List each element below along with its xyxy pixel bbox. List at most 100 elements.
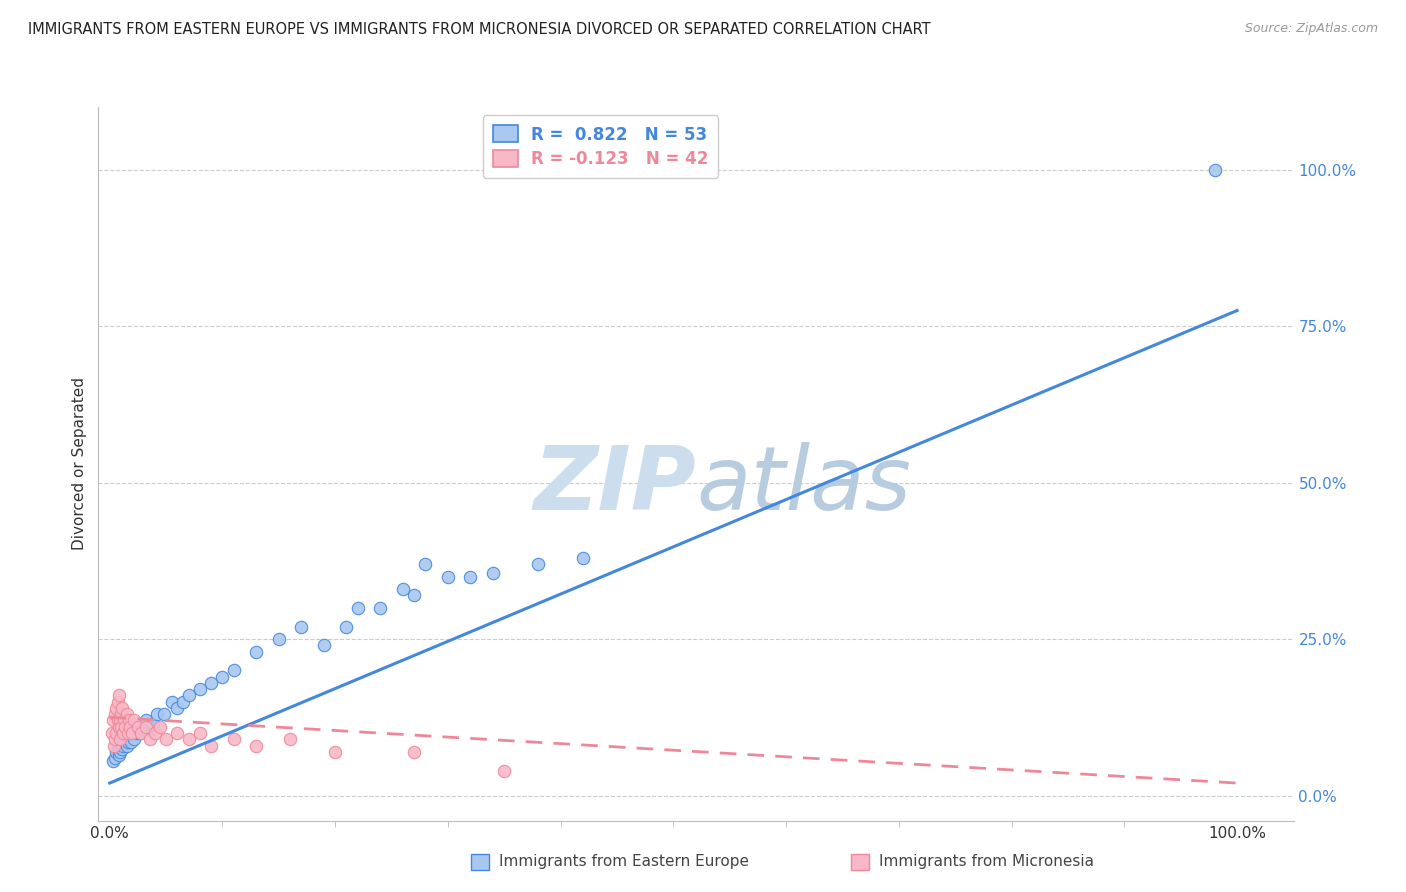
Point: [117, 735, 139, 749]
Point: [143, 726, 166, 740]
Point: [132, 723, 155, 737]
Point: [135, 720, 157, 734]
Point: [124, 732, 146, 747]
Point: [166, 726, 188, 740]
Text: Source: ZipAtlas.com: Source: ZipAtlas.com: [1244, 22, 1378, 36]
Point: [118, 720, 141, 734]
Point: [118, 729, 141, 743]
Point: [245, 645, 267, 659]
Point: [482, 566, 505, 581]
Point: [166, 701, 188, 715]
Point: [110, 732, 132, 747]
Point: [114, 732, 136, 747]
Point: [125, 726, 148, 740]
Text: ZIP: ZIP: [533, 442, 696, 529]
Point: [118, 714, 141, 728]
Point: [108, 714, 131, 728]
Point: [177, 689, 200, 703]
Point: [118, 732, 141, 747]
Point: [107, 714, 129, 728]
Point: [460, 569, 482, 583]
Point: [107, 739, 129, 753]
Point: [222, 664, 245, 678]
Point: [572, 550, 595, 565]
Point: [188, 726, 211, 740]
Y-axis label: Divorced or Separated: Divorced or Separated: [72, 377, 87, 550]
Point: [172, 695, 194, 709]
Point: [149, 720, 172, 734]
Point: [415, 557, 437, 571]
Point: [136, 720, 159, 734]
Point: [112, 726, 135, 740]
Point: [153, 707, 176, 722]
Point: [121, 726, 143, 740]
Point: [437, 569, 460, 583]
Point: [110, 739, 132, 753]
Point: [107, 747, 129, 762]
Text: atlas: atlas: [696, 442, 911, 528]
Point: [127, 720, 149, 734]
Text: Immigrants from Micronesia: Immigrants from Micronesia: [879, 855, 1094, 869]
Point: [117, 726, 139, 740]
Point: [108, 745, 131, 759]
Point: [101, 714, 124, 728]
Point: [135, 714, 157, 728]
Text: IMMIGRANTS FROM EASTERN EUROPE VS IMMIGRANTS FROM MICRONESIA DIVORCED OR SEPARAT: IMMIGRANTS FROM EASTERN EUROPE VS IMMIGR…: [28, 22, 931, 37]
Point: [104, 707, 127, 722]
Point: [323, 745, 346, 759]
Point: [107, 720, 129, 734]
Point: [177, 732, 200, 747]
Point: [404, 745, 426, 759]
Point: [115, 739, 138, 753]
Point: [494, 764, 516, 778]
Point: [527, 557, 550, 571]
Point: [124, 714, 146, 728]
Point: [120, 735, 142, 749]
Point: [1204, 162, 1226, 177]
Point: [129, 726, 152, 740]
Point: [127, 720, 149, 734]
Point: [104, 751, 127, 765]
Point: [129, 726, 152, 740]
Point: [112, 735, 135, 749]
Point: [105, 726, 128, 740]
Point: [112, 714, 135, 728]
Point: [114, 720, 136, 734]
Point: [312, 639, 335, 653]
Point: [188, 682, 211, 697]
Point: [103, 739, 125, 753]
Point: [107, 741, 129, 756]
Point: [111, 741, 134, 756]
Point: [335, 619, 357, 633]
Point: [278, 732, 301, 747]
Point: [110, 707, 132, 722]
Point: [245, 739, 267, 753]
Point: [141, 716, 163, 731]
Point: [200, 739, 222, 753]
Point: [105, 701, 128, 715]
Point: [121, 726, 143, 740]
Point: [107, 695, 129, 709]
Point: [222, 732, 245, 747]
Point: [267, 632, 290, 646]
Text: Immigrants from Eastern Europe: Immigrants from Eastern Europe: [499, 855, 749, 869]
Point: [110, 720, 132, 734]
Point: [108, 732, 131, 747]
Point: [160, 695, 183, 709]
Point: [404, 588, 426, 602]
Point: [107, 689, 129, 703]
Point: [211, 670, 233, 684]
Point: [105, 745, 128, 759]
Point: [392, 582, 415, 596]
Legend: R =  0.822   N = 53, R = -0.123   N = 42: R = 0.822 N = 53, R = -0.123 N = 42: [482, 115, 718, 178]
Point: [155, 732, 177, 747]
Point: [139, 732, 162, 747]
Point: [290, 619, 312, 633]
Point: [146, 707, 169, 722]
Point: [115, 707, 138, 722]
Point: [111, 701, 134, 715]
Point: [101, 754, 124, 768]
Point: [101, 726, 124, 740]
Point: [368, 600, 391, 615]
Point: [200, 676, 222, 690]
